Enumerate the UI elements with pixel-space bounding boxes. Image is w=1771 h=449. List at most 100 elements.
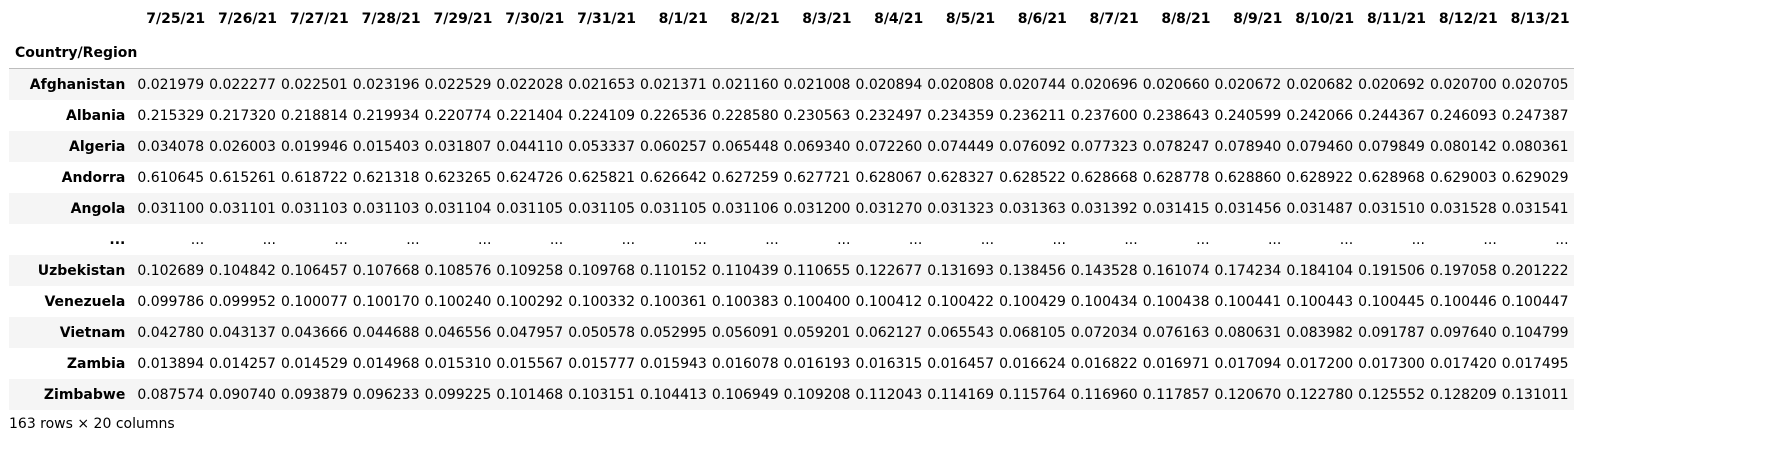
table-cell: 0.020692 <box>1358 76 1425 93</box>
dataframe-output: 7/25/21 7/26/21 7/27/21 7/28/21 7/29/21 7/30/… <box>9 0 1574 432</box>
column-header: 7/29/21 <box>433 11 493 27</box>
table-cell: 0.099786 <box>137 293 205 310</box>
table-cell: 0.100400 <box>783 293 851 310</box>
empty-header-cell <box>496 38 569 69</box>
table-cell: 0.021008 <box>783 76 851 93</box>
table-cell: 0.021160 <box>711 76 779 93</box>
column-header-row: 7/25/21 7/26/21 7/27/21 7/28/21 7/29/21 7/30/… <box>9 0 1574 38</box>
table-cell: 0.228580 <box>711 107 779 124</box>
table-row: Zambia 0.013894 0.014257 0.014529 0.014968 0.… <box>9 348 1574 379</box>
empty-header-cell <box>1286 38 1359 69</box>
table-cell: 0.104799 <box>1501 324 1569 341</box>
table-row: Angola 0.031100 0.031101 0.031103 0.031103 0.… <box>9 193 1574 224</box>
table-cell: 0.022028 <box>496 76 564 93</box>
table-row: Andorra 0.610645 0.615261 0.618722 0.621318 0… <box>9 162 1574 193</box>
table-cell: 0.021979 <box>137 76 205 93</box>
table-cell: ... <box>765 231 779 248</box>
table-cell: 0.069340 <box>783 138 851 155</box>
table-cell: ... <box>1339 231 1354 248</box>
table-cell: 0.052995 <box>640 324 707 341</box>
table-cell: ... <box>693 231 707 248</box>
table-cell: 0.065448 <box>711 138 779 155</box>
table-cell: 0.016078 <box>711 355 779 372</box>
empty-header-cell <box>927 38 1000 69</box>
table-cell: 0.100077 <box>280 293 348 310</box>
table-cell: 0.080631 <box>1214 324 1282 341</box>
table-cell: ... <box>549 231 564 248</box>
table-cell: 0.108576 <box>424 262 492 279</box>
table-cell: 0.102689 <box>137 262 205 279</box>
row-label: Vietnam <box>59 324 126 341</box>
table-cell: 0.031541 <box>1501 200 1569 217</box>
corner-header-cell <box>9 0 137 38</box>
table-cell: 0.242066 <box>1286 107 1354 124</box>
table-cell: 0.109208 <box>783 386 851 403</box>
table-cell: 0.043666 <box>280 324 348 341</box>
row-label: Zambia <box>66 355 126 372</box>
table-cell: 0.100422 <box>927 293 995 310</box>
table-cell: 0.096233 <box>352 386 420 403</box>
table-cell: 0.097640 <box>1429 324 1497 341</box>
table-cell: 0.014968 <box>352 355 420 372</box>
column-header: 7/31/21 <box>577 11 637 27</box>
table-cell: 0.106457 <box>280 262 348 279</box>
column-header: 7/30/21 <box>505 11 565 27</box>
table-cell: 0.044110 <box>496 138 564 155</box>
table-cell: 0.128209 <box>1429 386 1497 403</box>
table-cell: 0.020672 <box>1214 76 1282 93</box>
empty-header-cell <box>280 38 353 69</box>
table-cell: 0.131693 <box>927 262 995 279</box>
column-header: 8/7/21 <box>1089 11 1139 27</box>
table-cell: 0.131011 <box>1501 386 1569 403</box>
table-cell: 0.046556 <box>424 324 492 341</box>
table-cell: 0.232497 <box>855 107 923 124</box>
dataframe-table: 7/25/21 7/26/21 7/27/21 7/28/21 7/29/21 7/30/… <box>9 0 1574 410</box>
empty-header-cell <box>640 38 712 69</box>
empty-header-cell <box>352 38 425 69</box>
table-cell: 0.116960 <box>1070 386 1138 403</box>
table-cell: 0.031392 <box>1070 200 1138 217</box>
table-cell: 0.110152 <box>640 262 707 279</box>
table-cell: 0.109258 <box>496 262 564 279</box>
table-cell: 0.087574 <box>137 386 205 403</box>
table-cell: 0.080361 <box>1501 138 1569 155</box>
table-cell: 0.220774 <box>424 107 492 124</box>
table-cell: 0.022277 <box>209 76 276 93</box>
table-cell: ... <box>621 231 636 248</box>
table-cell: 0.017420 <box>1429 355 1497 372</box>
empty-header-cell <box>1501 38 1574 69</box>
table-cell: 0.627259 <box>711 169 779 186</box>
empty-header-cell <box>711 38 784 69</box>
table-cell: 0.174234 <box>1214 262 1282 279</box>
table-cell: 0.109768 <box>568 262 636 279</box>
table-cell: 0.100412 <box>855 293 923 310</box>
table-body: Afghanistan 0.021979 0.022277 0.022501 0.023… <box>9 68 1574 410</box>
table-cell: 0.100441 <box>1214 293 1282 310</box>
column-header: 8/12/21 <box>1438 11 1498 27</box>
table-cell: 0.080142 <box>1429 138 1497 155</box>
column-header: 7/25/21 <box>146 11 206 27</box>
table-cell: 0.114169 <box>927 386 995 403</box>
column-header: 7/26/21 <box>218 11 277 27</box>
empty-header-cell <box>1070 38 1143 69</box>
table-cell: 0.031270 <box>855 200 923 217</box>
table-cell: 0.034078 <box>137 138 205 155</box>
empty-header-cell <box>999 38 1071 69</box>
table-cell: 0.078247 <box>1142 138 1210 155</box>
table-cell: 0.056091 <box>711 324 779 341</box>
table-cell: 0.099952 <box>209 293 276 310</box>
table-row: Afghanistan 0.021979 0.022277 0.022501 0.023… <box>9 68 1574 100</box>
empty-header-cell <box>1142 38 1215 69</box>
table-cell: ... <box>837 231 851 248</box>
row-label: Albania <box>66 107 126 124</box>
table-cell: 0.625821 <box>568 169 636 186</box>
column-header: 8/9/21 <box>1233 11 1283 27</box>
column-header: 7/28/21 <box>361 11 421 27</box>
table-cell: 0.031106 <box>711 200 779 217</box>
index-name-row: Country/Region <box>9 38 1574 69</box>
row-label: Andorra <box>61 169 126 186</box>
row-label: Algeria <box>69 138 126 155</box>
empty-header-cell <box>137 38 210 69</box>
table-cell: 0.161074 <box>1142 262 1210 279</box>
table-cell: 0.031415 <box>1142 200 1210 217</box>
